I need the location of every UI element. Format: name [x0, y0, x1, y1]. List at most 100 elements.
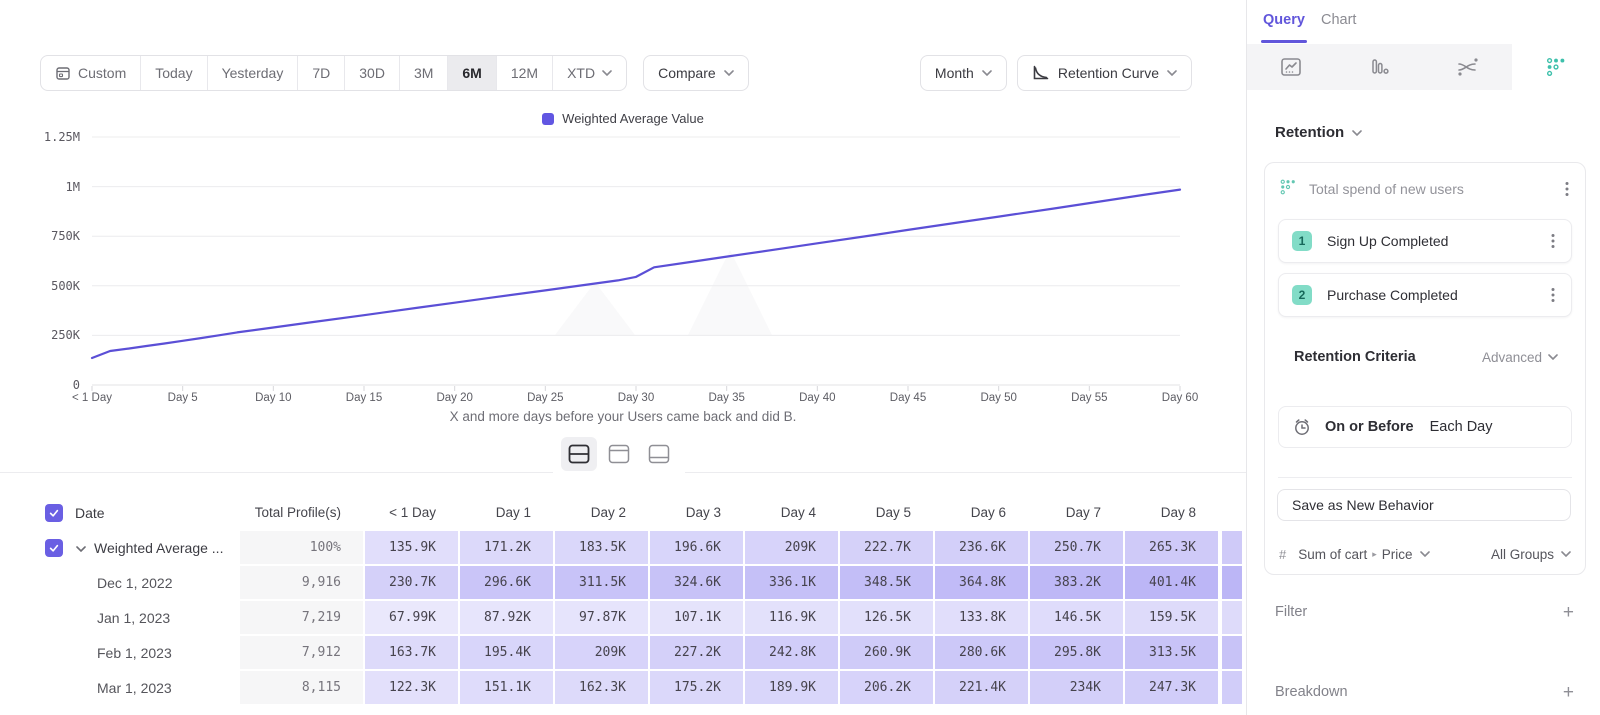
- range-yesterday[interactable]: Yesterday: [208, 56, 299, 90]
- retention-value-cell[interactable]: 175.2K: [650, 671, 743, 704]
- granularity-button[interactable]: Month: [919, 55, 1007, 91]
- range-6m[interactable]: 6M: [448, 56, 497, 90]
- report-tab-retention[interactable]: [1511, 44, 1600, 90]
- table-row[interactable]: Feb 1, 2023 7,912 163.7K 195.4K 209K 227.2K 24…: [0, 636, 1246, 669]
- query-sidebar: Query Chart Retention Total spend of new…: [1246, 0, 1600, 715]
- retention-value-cell[interactable]: 222.7K: [840, 531, 933, 564]
- table-only-view-button[interactable]: [641, 437, 677, 471]
- chevron-down-icon[interactable]: [76, 539, 86, 557]
- retention-value-cell[interactable]: 162.3K: [555, 671, 648, 704]
- retention-value-cell[interactable]: 146.5K: [1030, 601, 1123, 634]
- retention-value-cell[interactable]: 133.8K: [935, 601, 1028, 634]
- table-row[interactable]: Weighted Average ... 100% 135.9K 171.2K 183.…: [0, 531, 1246, 564]
- retention-value-cell[interactable]: 296.6K: [460, 566, 553, 599]
- column-header: Day 4: [780, 505, 816, 520]
- range-12m[interactable]: 12M: [497, 56, 554, 90]
- retention-value-cell[interactable]: 313.5K: [1125, 636, 1218, 669]
- retention-value-cell[interactable]: 67.99K: [365, 601, 458, 634]
- kebab-menu-icon[interactable]: [1545, 233, 1561, 249]
- split-view-button[interactable]: [561, 437, 597, 471]
- advanced-dropdown[interactable]: Advanced: [1482, 350, 1558, 365]
- range-30d[interactable]: 30D: [345, 56, 400, 90]
- retention-value-cell[interactable]: 206.2K: [840, 671, 933, 704]
- range-today[interactable]: Today: [141, 56, 208, 90]
- range-label: XTD: [567, 65, 596, 81]
- kebab-menu-icon: [1551, 288, 1555, 302]
- kebab-menu-icon[interactable]: [1545, 287, 1561, 303]
- row-checkbox[interactable]: [45, 503, 63, 522]
- retention-value-cell[interactable]: 221.4K: [935, 671, 1028, 704]
- group-selector[interactable]: All Groups: [1490, 546, 1554, 562]
- table-row[interactable]: Dec 1, 2022 9,916 230.7K 296.6K 311.5K 324.6K…: [0, 566, 1246, 599]
- metric-label[interactable]: Sum of cart: [1298, 546, 1368, 562]
- report-tab-bar-chart[interactable]: [1335, 44, 1424, 90]
- report-tab-line-chart[interactable]: [1247, 44, 1336, 90]
- x-axis-label: Day 60: [1161, 392, 1199, 404]
- retention-value-cell[interactable]: 163.7K: [365, 636, 458, 669]
- retention-value-cell[interactable]: 183.5K: [555, 531, 648, 564]
- retention-value-cell[interactable]: 230.7K: [365, 566, 458, 599]
- retention-value-cell[interactable]: 209K: [555, 636, 648, 669]
- retention-curve-icon: [1033, 65, 1049, 80]
- save-as-new-behavior-button[interactable]: Save as New Behavior: [1277, 489, 1571, 521]
- retention-value-cell[interactable]: 401.4K: [1125, 566, 1218, 599]
- retention-value-cell[interactable]: 324.6K: [650, 566, 743, 599]
- retention-value-cell[interactable]: 227.2K: [650, 636, 743, 669]
- retention-section-header[interactable]: Retention: [1275, 124, 1362, 141]
- retention-value-cell[interactable]: 159.5K: [1125, 601, 1218, 634]
- retention-value-cell[interactable]: 260.9K: [840, 636, 933, 669]
- x-axis-label: Day 50: [980, 392, 1017, 404]
- clipped-cell: [1222, 671, 1242, 704]
- behavior-step-1[interactable]: 1 Sign Up Completed: [1278, 219, 1572, 263]
- retention-value-cell[interactable]: 383.2K: [1030, 566, 1123, 599]
- report-tab-flow[interactable]: [1423, 44, 1512, 90]
- retention-value-cell[interactable]: 247.3K: [1125, 671, 1218, 704]
- retention-value-cell[interactable]: 195.4K: [460, 636, 553, 669]
- retention-value-cell[interactable]: 189.9K: [745, 671, 838, 704]
- retention-value-cell[interactable]: 234K: [1030, 671, 1123, 704]
- retention-value-cell[interactable]: 97.87K: [555, 601, 648, 634]
- table-row[interactable]: Jan 1, 2023 7,219 67.99K 87.92K 97.87K 107.1K…: [0, 601, 1246, 634]
- retention-value-cell[interactable]: 242.8K: [745, 636, 838, 669]
- retention-value-cell[interactable]: 135.9K: [365, 531, 458, 564]
- chart-caption: X and more days before your Users came b…: [449, 409, 797, 424]
- range-xtd[interactable]: XTD: [553, 56, 626, 90]
- row-checkbox[interactable]: [45, 538, 63, 557]
- chart-only-view-button[interactable]: [601, 437, 637, 471]
- range-3m[interactable]: 3M: [400, 56, 449, 90]
- retention-value-cell[interactable]: 151.1K: [460, 671, 553, 704]
- retention-value-cell[interactable]: 295.8K: [1030, 636, 1123, 669]
- retention-value-cell[interactable]: 280.6K: [935, 636, 1028, 669]
- retention-value-cell[interactable]: 265.3K: [1125, 531, 1218, 564]
- tab-chart[interactable]: Chart: [1321, 12, 1357, 28]
- range-custom[interactable]: Custom: [41, 56, 142, 90]
- retention-value-cell[interactable]: 171.2K: [460, 531, 553, 564]
- kebab-menu-icon[interactable]: [1559, 181, 1575, 197]
- compare-button[interactable]: Compare: [643, 55, 749, 91]
- weighted-average-line[interactable]: [90, 188, 1182, 360]
- retention-value-cell[interactable]: 122.3K: [365, 671, 458, 704]
- retention-value-cell[interactable]: 116.9K: [745, 601, 838, 634]
- retention-value-cell[interactable]: 196.6K: [650, 531, 743, 564]
- date-header-cell: Date: [0, 496, 240, 529]
- behavior-step-2[interactable]: 2 Purchase Completed: [1278, 273, 1572, 317]
- retention-value-cell[interactable]: 87.92K: [460, 601, 553, 634]
- retention-value-cell[interactable]: 348.5K: [840, 566, 933, 599]
- retention-value-cell[interactable]: 364.8K: [935, 566, 1028, 599]
- table-row[interactable]: Mar 1, 2023 8,115 122.3K 151.1K 162.3K 175.2K…: [0, 671, 1246, 704]
- range-7d[interactable]: 7D: [298, 56, 346, 90]
- retention-value-cell[interactable]: 336.1K: [745, 566, 838, 599]
- retention-line-chart[interactable]: [0, 0, 1246, 480]
- chart-type-button[interactable]: Retention Curve: [1016, 55, 1192, 91]
- tab-query[interactable]: Query: [1263, 12, 1305, 28]
- retention-value-cell[interactable]: 107.1K: [650, 601, 743, 634]
- retention-value-cell[interactable]: 236.6K: [935, 531, 1028, 564]
- add-breakdown-button[interactable]: +: [1562, 681, 1574, 703]
- retention-value-cell[interactable]: 311.5K: [555, 566, 648, 599]
- timing-card[interactable]: On or Before Each Day: [1278, 406, 1572, 448]
- retention-value-cell[interactable]: 209K: [745, 531, 838, 564]
- retention-value-cell[interactable]: 126.5K: [840, 601, 933, 634]
- metric-property[interactable]: Price: [1381, 546, 1413, 562]
- add-filter-button[interactable]: +: [1562, 601, 1574, 623]
- retention-value-cell[interactable]: 250.7K: [1030, 531, 1123, 564]
